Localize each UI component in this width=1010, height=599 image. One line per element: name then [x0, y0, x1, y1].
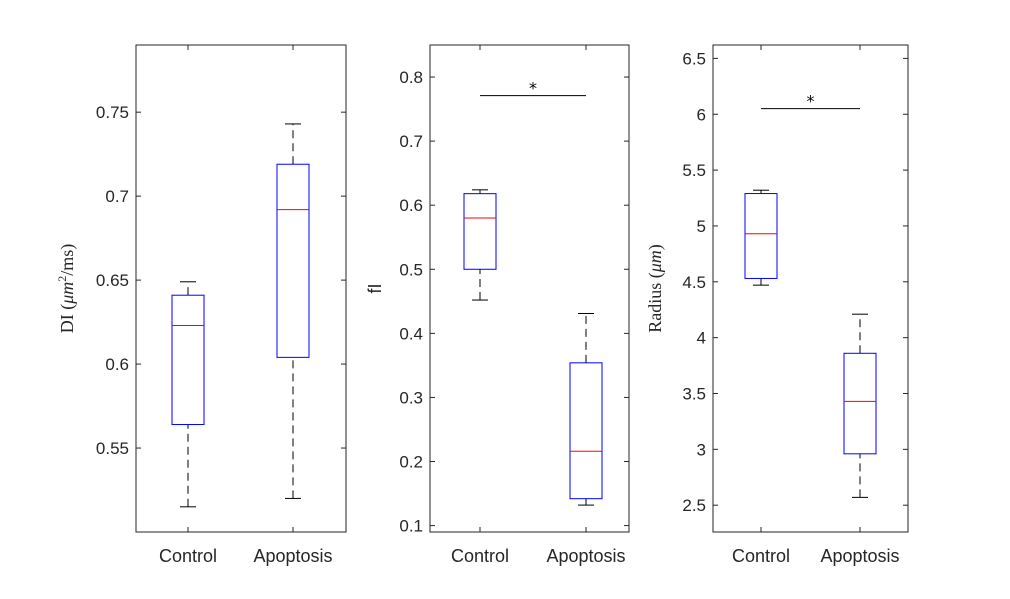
- y-tick-label: 0.75: [96, 103, 129, 122]
- y-axis-title: DI (μm2/ms): [55, 244, 78, 334]
- y-tick-label: 0.65: [96, 271, 129, 290]
- category-label: Apoptosis: [820, 546, 899, 566]
- axes-frame: [429, 44, 630, 533]
- axes-frame: [135, 44, 347, 533]
- y-tick-label: 5: [697, 217, 706, 236]
- y-axis-title: fI: [365, 283, 385, 293]
- iqr-box: [463, 193, 497, 270]
- y-tick-label: 0.7: [105, 187, 129, 206]
- y-tick-label: 5.5: [682, 161, 706, 180]
- panel-1: 0.55 0.6 0.65 0.7 0.75 Control Apoptosis DI (μm…: [55, 44, 347, 566]
- iqr-box: [569, 362, 603, 500]
- box-apoptosis: [569, 312, 603, 506]
- box-control: [171, 281, 205, 508]
- iqr-box: [171, 294, 205, 426]
- y-tick-label: 0.4: [399, 324, 423, 343]
- category-label: Apoptosis: [253, 546, 332, 566]
- significance-star: *: [529, 79, 537, 98]
- box-control: [744, 189, 778, 286]
- y-tick-label: 6.5: [682, 49, 706, 68]
- y-tick-label: 3: [697, 440, 706, 459]
- y-tick-label: 6: [697, 105, 706, 124]
- y-tick-label: 4: [697, 329, 706, 348]
- box-apoptosis: [843, 313, 877, 498]
- y-tick-label: 0.55: [96, 439, 129, 458]
- category-label: Control: [451, 546, 509, 566]
- iqr-box: [744, 193, 778, 279]
- iqr-box: [843, 352, 877, 455]
- y-tick-label: 0.7: [399, 132, 423, 151]
- panel-3: 2.5 3 3.5 4 4.5 5 5.5 6 6.5 Control Apoptosis * Radi…: [645, 44, 909, 566]
- y-tick-label: 0.6: [105, 355, 129, 374]
- y-tick-label: 0.5: [399, 260, 423, 279]
- box-apoptosis: [276, 123, 310, 499]
- iqr-box: [276, 163, 310, 358]
- axes-frame: [712, 44, 909, 533]
- category-label: Apoptosis: [546, 546, 625, 566]
- y-tick-label: 0.8: [399, 68, 423, 87]
- category-label: Control: [159, 546, 217, 566]
- y-tick-label: 2.5: [682, 496, 706, 515]
- category-label: Control: [732, 546, 790, 566]
- y-tick-label: 0.3: [399, 388, 423, 407]
- y-tick-label: 3.5: [682, 384, 706, 403]
- panel-2: 0.1 0.2 0.3 0.4 0.5 0.6 0.7 0.8 Control Apoptosis…: [365, 44, 630, 566]
- significance-star: *: [807, 92, 815, 111]
- y-tick-label: 0.6: [399, 196, 423, 215]
- y-tick-label: 0.1: [399, 517, 423, 536]
- y-axis-title: Radius (μm): [645, 244, 666, 333]
- box-control: [463, 189, 497, 301]
- y-tick-label: 0.2: [399, 453, 423, 472]
- y-tick-label: 4.5: [682, 273, 706, 292]
